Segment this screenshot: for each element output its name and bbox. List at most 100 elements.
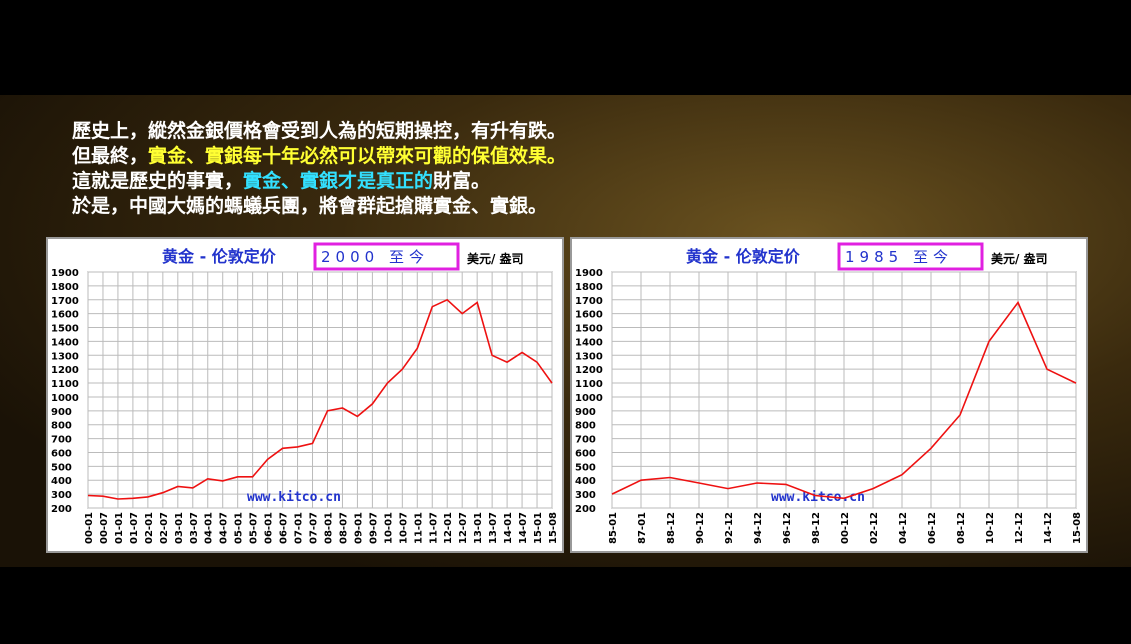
x-tick-label: 12-01 — [443, 512, 454, 544]
y-tick-label: 1400 — [51, 337, 79, 348]
caption-segment: 歷史上，縱然金銀價格會受到人為的短期操控，有升有跌。 — [72, 119, 566, 142]
y-tick-label: 400 — [575, 476, 596, 487]
x-tick-label: 06-07 — [279, 512, 290, 544]
x-tick-label: 04-01 — [204, 512, 215, 544]
x-tick-label: 10-01 — [383, 512, 394, 544]
x-tick-label: 05-07 — [249, 512, 260, 544]
x-tick-label: 14-12 — [1043, 512, 1054, 544]
y-tick-label: 1200 — [575, 365, 603, 376]
y-tick-label: 1400 — [575, 337, 603, 348]
x-tick-label: 12-07 — [458, 512, 469, 544]
chart: 黄金 - 伦敦定价 1985 至今 美元/ 盎司 200 300 400 500 600 700… — [570, 237, 1088, 553]
y-tick-label: 1500 — [51, 324, 79, 335]
chart-unit: 美元/ 盎司 — [991, 251, 1048, 266]
x-tick-label: 09-07 — [368, 512, 379, 544]
x-tick-label: 01-01 — [114, 512, 125, 544]
x-tick-label: 12-12 — [1014, 512, 1025, 544]
caption: 歷史上，縱然金銀價格會受到人為的短期操控，有升有跌。但最終，實金、實銀每十年必然… — [72, 119, 566, 217]
y-tick-label: 200 — [51, 504, 72, 515]
y-tick-label: 700 — [51, 435, 72, 446]
x-tick-label: 92-12 — [724, 512, 735, 544]
y-tick-label: 1200 — [51, 365, 79, 376]
watermark: www.kitco.cn — [247, 490, 341, 505]
x-tick-label: 10-12 — [985, 512, 996, 544]
y-tick-label: 300 — [575, 490, 596, 501]
x-tick-label: 96-12 — [782, 512, 793, 544]
chart-title: 黄金 - 伦敦定价 — [162, 247, 277, 266]
watermark: www.kitco.cn — [771, 490, 865, 505]
x-tick-label: 15-08 — [1072, 512, 1083, 544]
x-tick-label: 94-12 — [753, 512, 764, 544]
x-tick-label: 09-01 — [353, 512, 364, 544]
x-tick-label: 11-01 — [413, 512, 424, 544]
x-tick-label: 04-07 — [219, 512, 230, 544]
period-box — [837, 242, 984, 271]
x-tick-label: 08-12 — [956, 512, 967, 544]
y-tick-label: 800 — [51, 421, 72, 432]
x-tick-label: 08-07 — [338, 512, 349, 544]
x-tick-label: 00-07 — [99, 512, 110, 544]
y-tick-label: 400 — [51, 476, 72, 487]
caption-line: 這就是歷史的事實，實金、實銀才是真正的財富。 — [72, 169, 490, 192]
caption-segment: 實金、實銀每十年必然可以帶來可觀的保值效果。 — [148, 144, 566, 167]
y-tick-label: 500 — [51, 462, 72, 473]
x-tick-label: 00-12 — [840, 512, 851, 544]
period-box — [313, 242, 460, 271]
caption-line: 於是，中國大媽的螞蟻兵團，將會群起搶購實金、實銀。 — [72, 194, 547, 217]
x-tick-label: 15-01 — [533, 512, 544, 544]
x-tick-label: 01-07 — [129, 512, 140, 544]
y-tick-label: 1700 — [51, 296, 79, 307]
x-tick-label: 05-01 — [234, 512, 245, 544]
x-tick-label: 02-01 — [144, 512, 155, 544]
y-tick-label: 1700 — [575, 296, 603, 307]
caption-line: 歷史上，縱然金銀價格會受到人為的短期操控，有升有跌。 — [72, 119, 566, 142]
caption-line: 但最終，實金、實銀每十年必然可以帶來可觀的保值效果。 — [72, 144, 566, 167]
x-tick-label: 06-12 — [927, 512, 938, 544]
x-tick-label: 11-07 — [428, 512, 439, 544]
x-tick-label: 02-07 — [159, 512, 170, 544]
y-tick-label: 500 — [575, 462, 596, 473]
chart-title: 黄金 - 伦敦定价 — [686, 247, 801, 266]
y-tick-label: 1300 — [575, 351, 603, 362]
x-tick-label: 04-12 — [898, 512, 909, 544]
y-tick-label: 800 — [575, 421, 596, 432]
y-tick-label: 600 — [575, 448, 596, 459]
y-tick-label: 1000 — [51, 393, 79, 404]
x-tick-label: 07-01 — [294, 512, 305, 544]
x-tick-label: 03-01 — [174, 512, 185, 544]
x-tick-label: 14-01 — [503, 512, 514, 544]
y-tick-label: 1900 — [51, 268, 79, 279]
y-tick-label: 300 — [51, 490, 72, 501]
chart-unit: 美元/ 盎司 — [467, 251, 524, 266]
x-tick-label: 88-12 — [666, 512, 677, 544]
y-tick-label: 1600 — [575, 310, 603, 321]
chart-period: 2000 至今 — [321, 248, 429, 266]
y-tick-label: 1000 — [575, 393, 603, 404]
y-tick-label: 1100 — [51, 379, 79, 390]
caption-segment: 這就是歷史的事實， — [72, 169, 243, 192]
x-tick-label: 14-07 — [518, 512, 529, 544]
y-tick-label: 1500 — [575, 324, 603, 335]
x-tick-label: 15-08 — [548, 512, 559, 544]
y-tick-label: 1300 — [51, 351, 79, 362]
caption-segment: 財富。 — [433, 169, 490, 192]
y-tick-label: 700 — [575, 435, 596, 446]
price-line — [611, 300, 1077, 500]
caption-segment: 但最終， — [72, 144, 148, 167]
x-tick-label: 06-01 — [264, 512, 275, 544]
x-tick-label: 13-07 — [488, 512, 499, 544]
y-tick-label: 200 — [575, 504, 596, 515]
x-tick-label: 85-01 — [608, 512, 619, 544]
x-tick-label: 07-07 — [309, 512, 320, 544]
x-tick-label: 87-01 — [637, 512, 648, 544]
y-tick-label: 1600 — [51, 310, 79, 321]
chart-period: 1985 至今 — [845, 248, 953, 266]
caption-segment: 實金、實銀才是真正的 — [243, 169, 433, 192]
price-line — [87, 298, 553, 500]
y-tick-label: 1800 — [51, 282, 79, 293]
y-tick-label: 900 — [575, 407, 596, 418]
x-tick-label: 13-01 — [473, 512, 484, 544]
x-tick-label: 90-12 — [695, 512, 706, 544]
y-tick-label: 1800 — [575, 282, 603, 293]
